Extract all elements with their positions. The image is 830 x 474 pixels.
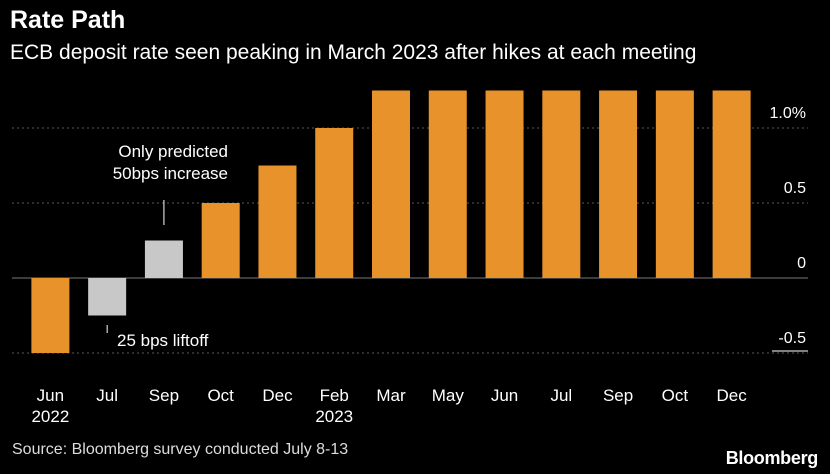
bar <box>655 90 694 278</box>
bar <box>599 90 638 278</box>
x-tick-sublabel: 2022 <box>31 407 69 426</box>
bar <box>315 128 354 278</box>
bar <box>542 90 581 278</box>
x-tick-label: Dec <box>716 386 747 405</box>
chart-subtitle: ECB deposit rate seen peaking in March 2… <box>10 41 697 64</box>
annotation-liftoff: 25 bps liftoff <box>117 331 209 350</box>
chart-title: Rate Path <box>10 6 126 34</box>
x-tick-label: Jun <box>37 386 64 405</box>
y-tick-label: -0.5 <box>778 330 806 347</box>
y-axis-tick-labels: -0.5 0 0.5 1.0% <box>770 105 808 352</box>
source-note: Source: Bloomberg survey conducted July … <box>12 441 349 458</box>
bar <box>712 90 751 278</box>
bar <box>428 90 467 278</box>
bar <box>31 278 70 353</box>
bar <box>144 240 183 278</box>
bars <box>31 90 751 353</box>
annotation-predicted-increase: 50bps increase <box>113 164 228 183</box>
annotations: Only predicted 50bps increase 25 bps lifto… <box>106 142 228 350</box>
y-tick-label: 1.0% <box>770 105 806 122</box>
bar <box>485 90 524 278</box>
bloomberg-logo: Bloomberg <box>725 448 819 468</box>
x-tick-label: Oct <box>662 386 689 405</box>
x-tick-label: Dec <box>262 386 293 405</box>
x-tick-label: Jul <box>550 386 572 405</box>
x-tick-label: Sep <box>603 386 633 405</box>
x-tick-label: Jul <box>96 386 118 405</box>
x-tick-label: Jun <box>491 386 518 405</box>
x-tick-label: Sep <box>149 386 179 405</box>
bar <box>88 278 127 316</box>
x-axis-tick-labels: Jun 2022 Jul Sep Oct Dec Feb 2023 Mar May Jun Jul Se… <box>31 386 747 426</box>
y-tick-label: 0 <box>797 255 806 272</box>
x-tick-label: May <box>432 386 465 405</box>
x-tick-label: Mar <box>376 386 406 405</box>
annotation-predicted-increase: Only predicted <box>118 142 228 161</box>
bar <box>372 90 410 278</box>
bar <box>258 165 297 278</box>
bar <box>201 203 240 278</box>
x-tick-label: Oct <box>207 386 234 405</box>
x-tick-label: Feb <box>320 386 349 405</box>
x-tick-sublabel: 2023 <box>315 407 353 426</box>
y-tick-label: 0.5 <box>784 180 806 197</box>
